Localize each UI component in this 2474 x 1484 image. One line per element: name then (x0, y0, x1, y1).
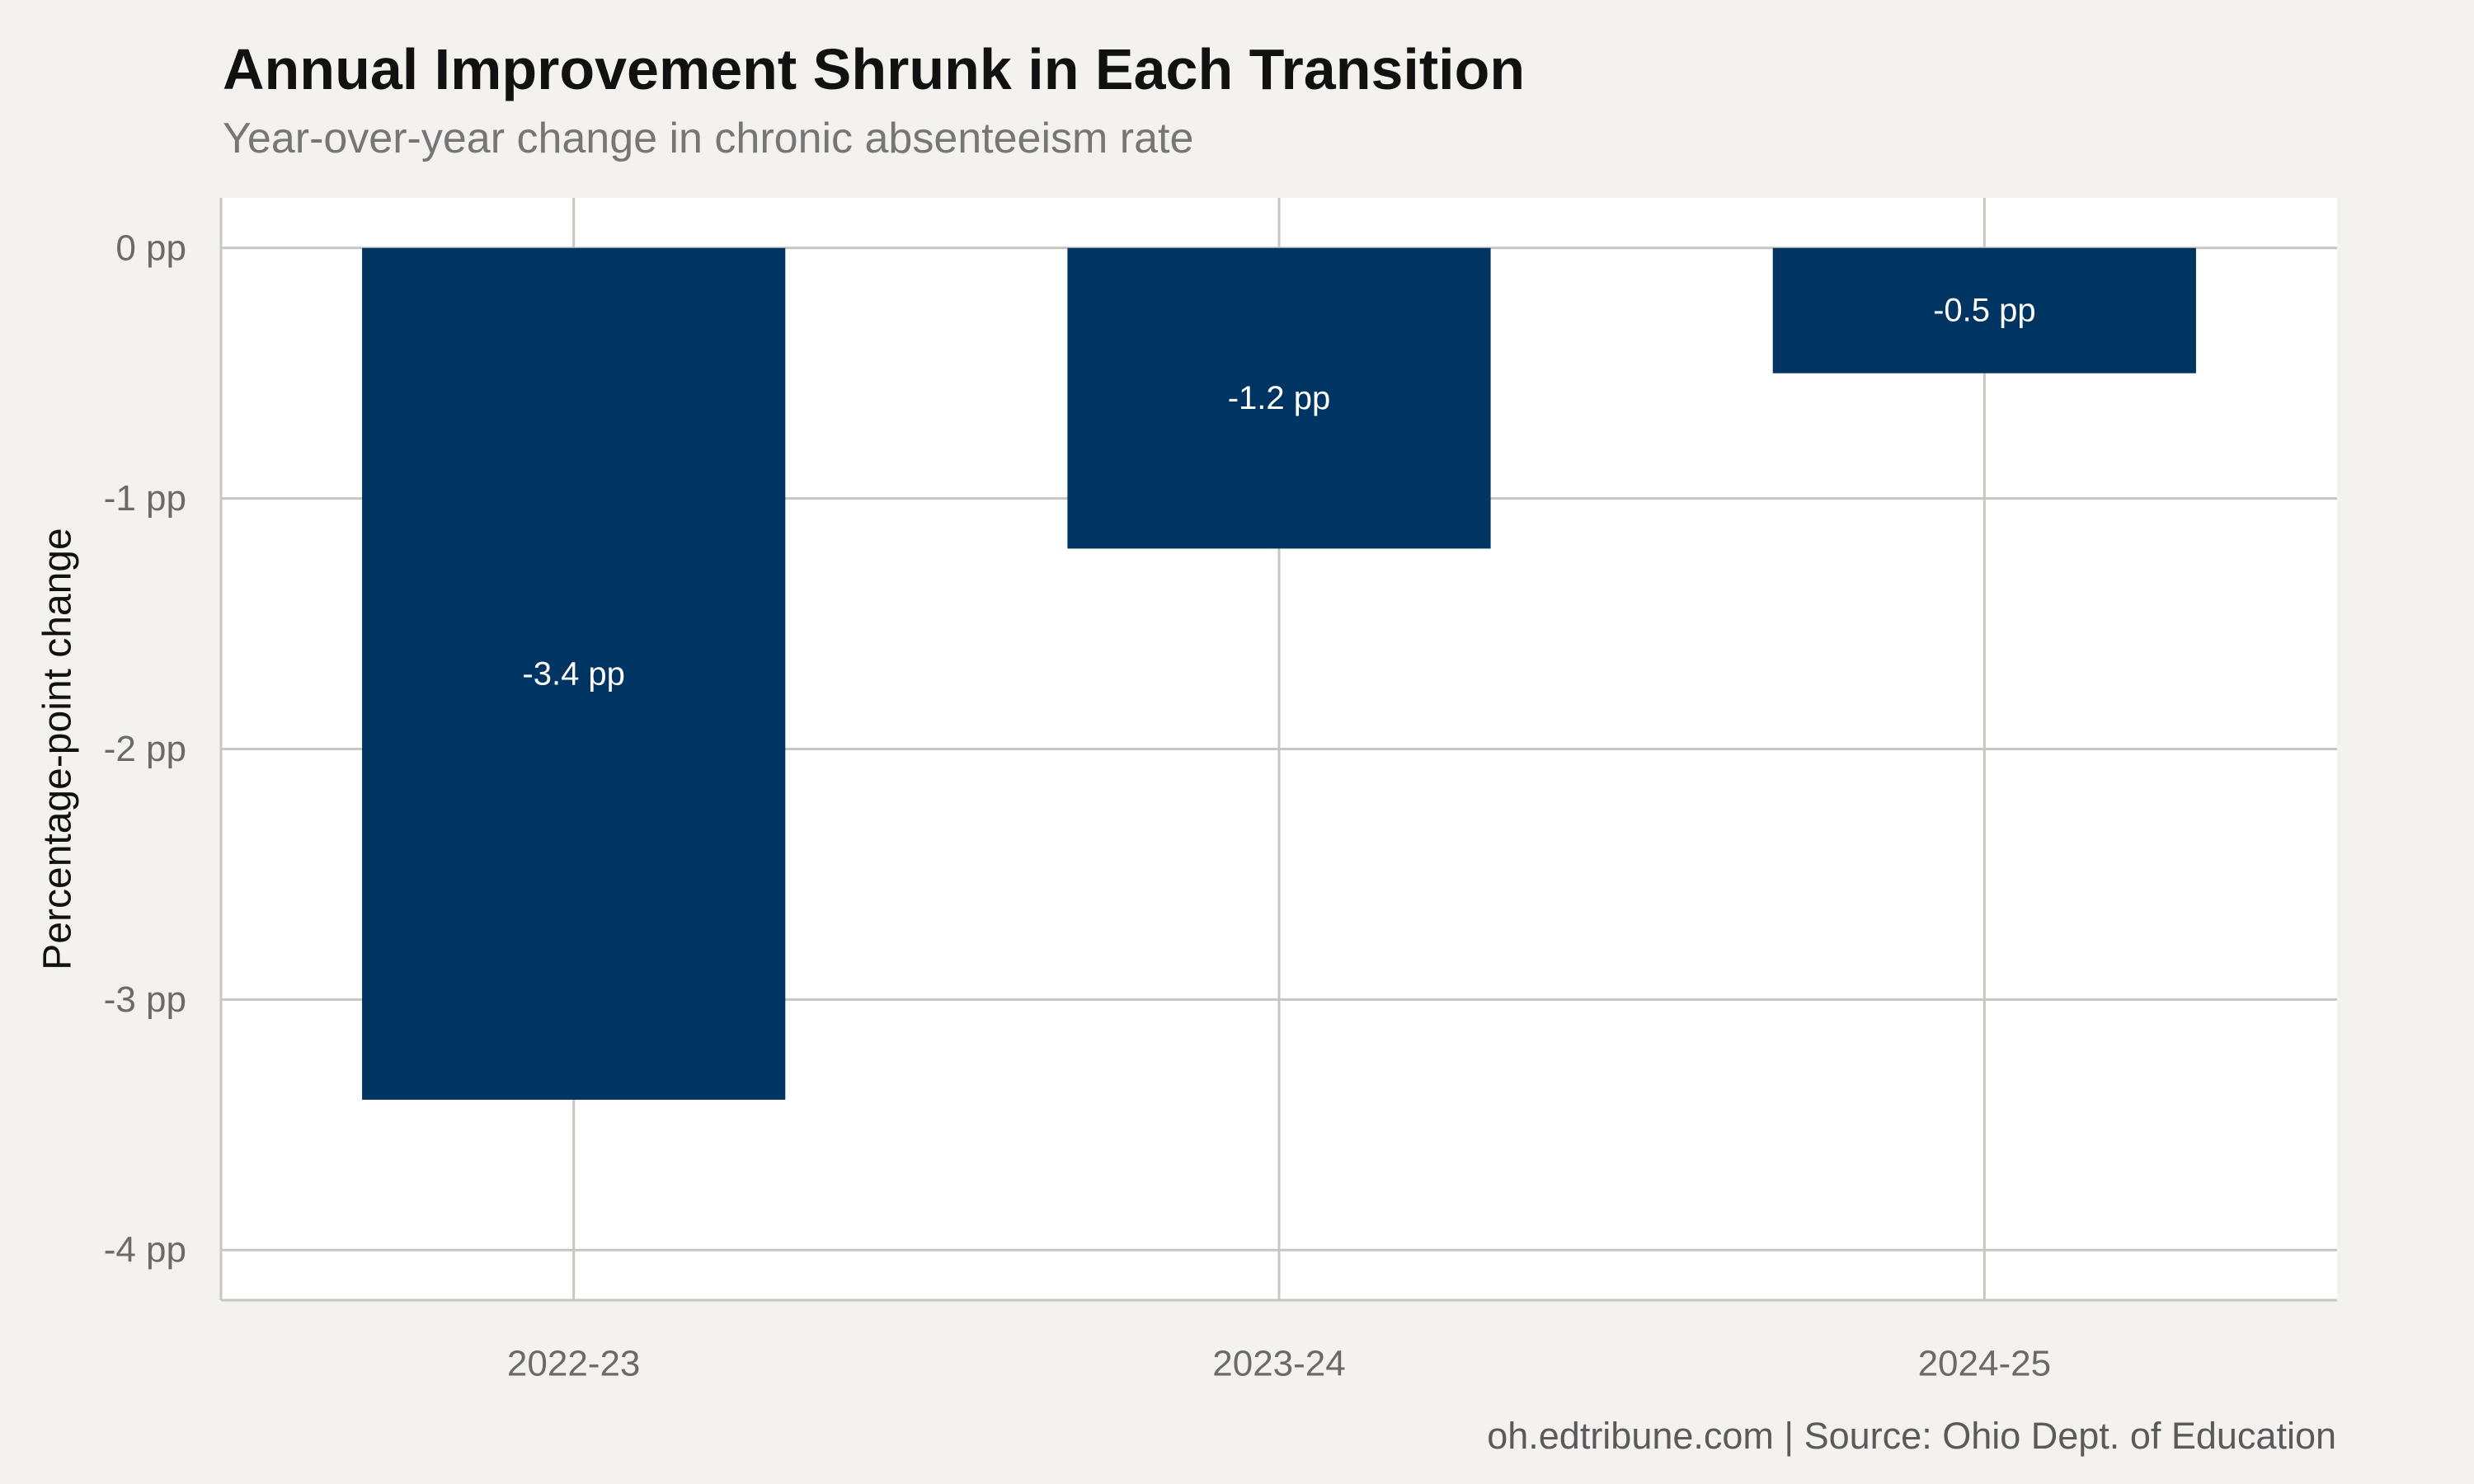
chart-title: Annual Improvement Shrunk in Each Transi… (223, 37, 1526, 101)
y-tick-label: -2 pp (104, 729, 186, 769)
x-tick-label: 2022-23 (507, 1344, 640, 1384)
bar-data-label: -3.4 pp (522, 655, 625, 692)
bar-data-label: -0.5 pp (1933, 293, 2036, 329)
y-tick-label: -3 pp (104, 979, 186, 1020)
x-tick-label: 2024-25 (1918, 1344, 2051, 1384)
y-tick-label: 0 pp (115, 228, 186, 268)
bar (1067, 247, 1491, 549)
y-tick-label: -4 pp (104, 1230, 186, 1270)
x-tick-label: 2023-24 (1212, 1344, 1345, 1384)
bar-data-label: -1.2 pp (1228, 380, 1331, 416)
y-tick-label: -1 pp (104, 478, 186, 519)
bar (1772, 247, 2196, 373)
chart-caption: oh.edtribune.com | Source: Ohio Dept. of… (1487, 1415, 2336, 1457)
chart-subtitle: Year-over-year change in chronic absente… (223, 115, 1194, 162)
y-axis-title: Percentage-point change (36, 528, 80, 970)
bar (362, 247, 786, 1100)
